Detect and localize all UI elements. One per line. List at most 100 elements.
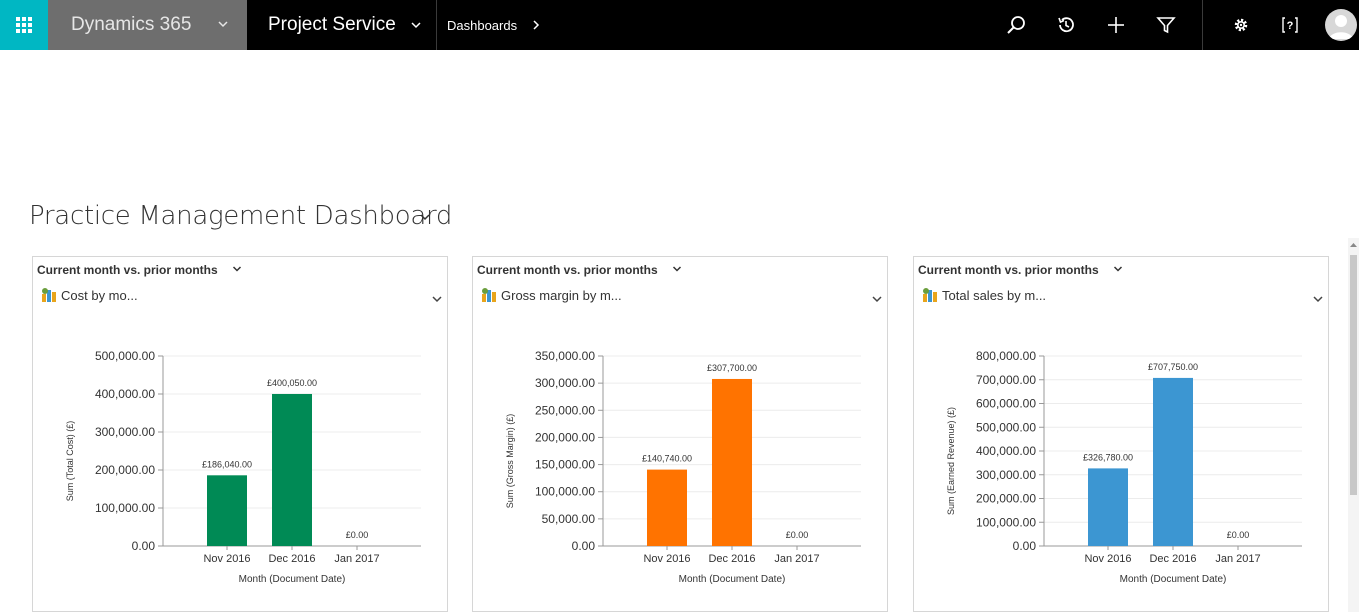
nav-divider bbox=[1202, 0, 1203, 50]
y-axis-label: Sum (Earned Revenue) (£) bbox=[946, 407, 956, 515]
chevron-right-icon bbox=[533, 20, 540, 30]
view-selector[interactable]: Current month vs. prior months bbox=[918, 263, 1123, 277]
chart-name: Cost by mo... bbox=[61, 287, 138, 303]
chart-name: Total sales by m... bbox=[942, 287, 1047, 303]
y-axis-label: Sum (Gross Margin) (£) bbox=[505, 414, 515, 509]
chart-icon bbox=[482, 288, 496, 302]
chevron-down-icon bbox=[411, 22, 421, 29]
y-tick-label: 0.00 bbox=[572, 539, 596, 553]
settings-button[interactable] bbox=[1229, 13, 1253, 37]
y-tick-label: 0.00 bbox=[1013, 539, 1037, 553]
data-label: £326,780.00 bbox=[1083, 452, 1133, 462]
y-tick-label: 100,000.00 bbox=[95, 501, 155, 515]
user-avatar[interactable] bbox=[1325, 9, 1357, 41]
view-selector-label: Current month vs. prior months bbox=[918, 263, 1099, 277]
x-axis-label: Month (Document Date) bbox=[239, 574, 346, 585]
chart-selector[interactable]: Cost by mo... bbox=[41, 287, 138, 303]
bar[interactable] bbox=[647, 469, 687, 546]
breadcrumb-label: Dashboards bbox=[447, 17, 518, 33]
data-label: £307,700.00 bbox=[707, 363, 757, 373]
chevron-down-icon bbox=[232, 266, 241, 272]
view-selector[interactable]: Current month vs. prior months bbox=[477, 263, 682, 277]
x-tick-label: Nov 2016 bbox=[1084, 553, 1131, 565]
bar[interactable] bbox=[1153, 377, 1193, 546]
data-label: £0.00 bbox=[1227, 530, 1250, 540]
vertical-scrollbar[interactable] bbox=[1348, 238, 1359, 612]
y-tick-label: 400,000.00 bbox=[95, 387, 155, 401]
x-axis-label: Month (Document Date) bbox=[1120, 574, 1227, 585]
app-launcher-button[interactable] bbox=[0, 0, 48, 50]
chart-card: Current month vs. prior months Total sale… bbox=[913, 256, 1329, 612]
chevron-down-icon bbox=[672, 266, 681, 272]
bar[interactable] bbox=[1088, 468, 1128, 546]
y-tick-label: 300,000.00 bbox=[976, 468, 1036, 482]
help-button[interactable]: ? bbox=[1278, 13, 1302, 37]
data-label: £140,740.00 bbox=[642, 454, 692, 464]
nav-divider bbox=[436, 0, 437, 50]
app-switcher[interactable]: Project Service bbox=[247, 0, 436, 50]
chart-options-chevron-icon[interactable] bbox=[871, 293, 883, 305]
create-button[interactable] bbox=[1104, 13, 1128, 37]
data-label: £186,040.00 bbox=[202, 459, 252, 469]
chart-icon bbox=[42, 288, 56, 302]
view-selector[interactable]: Current month vs. prior months bbox=[37, 263, 242, 277]
y-tick-label: 100,000.00 bbox=[976, 515, 1036, 529]
y-tick-label: 200,000.00 bbox=[976, 492, 1036, 506]
y-tick-label: 700,000.00 bbox=[976, 373, 1036, 387]
gear-icon bbox=[1234, 18, 1248, 32]
help-icon: ? bbox=[1282, 17, 1298, 33]
product-switcher[interactable]: Dynamics 365 bbox=[48, 0, 247, 50]
history-icon bbox=[1058, 17, 1074, 33]
y-tick-label: 350,000.00 bbox=[535, 349, 595, 363]
scroll-up-icon[interactable] bbox=[1348, 238, 1359, 252]
plus-icon bbox=[1108, 17, 1124, 33]
advanced-find-button[interactable] bbox=[1154, 13, 1178, 37]
y-tick-label: 300,000.00 bbox=[95, 425, 155, 439]
bar-chart: 0.00 100,000.00 200,000.00 300,000.00 400,00… bbox=[946, 349, 1302, 585]
chart-card: Current month vs. prior months Gross marg… bbox=[472, 256, 888, 612]
data-label: £0.00 bbox=[346, 530, 369, 540]
bar[interactable] bbox=[712, 378, 752, 546]
x-tick-label: Jan 2017 bbox=[774, 553, 819, 565]
y-tick-label: 200,000.00 bbox=[535, 430, 595, 444]
y-tick-label: 150,000.00 bbox=[535, 458, 595, 472]
chart-options-chevron-icon[interactable] bbox=[1312, 293, 1324, 305]
chevron-down-icon bbox=[218, 21, 228, 28]
y-axis-label: Sum (Total Cost) (£) bbox=[65, 421, 75, 502]
y-tick-label: 50,000.00 bbox=[542, 512, 596, 526]
view-selector-label: Current month vs. prior months bbox=[37, 263, 218, 277]
chart-icon bbox=[923, 288, 937, 302]
search-button[interactable] bbox=[1004, 13, 1028, 37]
y-tick-label: 100,000.00 bbox=[535, 485, 595, 499]
data-label: £0.00 bbox=[786, 530, 809, 540]
scroll-thumb[interactable] bbox=[1350, 255, 1357, 495]
view-selector-label: Current month vs. prior months bbox=[477, 263, 658, 277]
bar[interactable] bbox=[272, 393, 312, 546]
y-tick-label: 500,000.00 bbox=[95, 349, 155, 363]
filter-icon bbox=[1156, 17, 1176, 34]
chart-selector[interactable]: Total sales by m... bbox=[922, 287, 1046, 303]
x-axis-label: Month (Document Date) bbox=[679, 574, 786, 585]
svg-text:?: ? bbox=[1287, 20, 1294, 32]
dashboard-selector-chevron-icon[interactable] bbox=[419, 211, 431, 223]
x-tick-label: Nov 2016 bbox=[203, 553, 250, 565]
bar-chart: 0.00 50,000.00 100,000.00 150,000.00 200,000… bbox=[505, 349, 861, 585]
x-tick-label: Dec 2016 bbox=[708, 553, 755, 565]
y-tick-label: 800,000.00 bbox=[976, 349, 1036, 363]
chart-card: Current month vs. prior months Cost by mo… bbox=[32, 256, 448, 612]
y-tick-label: 250,000.00 bbox=[535, 403, 595, 417]
bar-chart: 0.00 100,000.00 200,000.00 300,000.00 400,00… bbox=[65, 349, 421, 585]
bar[interactable] bbox=[207, 475, 247, 546]
x-tick-label: Dec 2016 bbox=[268, 553, 315, 565]
chart-selector[interactable]: Gross margin by m... bbox=[481, 287, 622, 303]
top-nav-bar: Dynamics 365 Project Service Dashboards … bbox=[0, 0, 1359, 50]
search-icon bbox=[1007, 16, 1025, 34]
product-name: Dynamics 365 bbox=[71, 14, 192, 35]
recent-button[interactable] bbox=[1054, 13, 1078, 37]
dashboard-title[interactable]: Practice Management Dashboard bbox=[29, 201, 453, 231]
data-label: £707,750.00 bbox=[1148, 362, 1198, 372]
y-tick-label: 500,000.00 bbox=[976, 420, 1036, 434]
y-tick-label: 200,000.00 bbox=[95, 463, 155, 477]
breadcrumb-dashboards[interactable]: Dashboards bbox=[447, 0, 541, 50]
chart-options-chevron-icon[interactable] bbox=[431, 293, 443, 305]
